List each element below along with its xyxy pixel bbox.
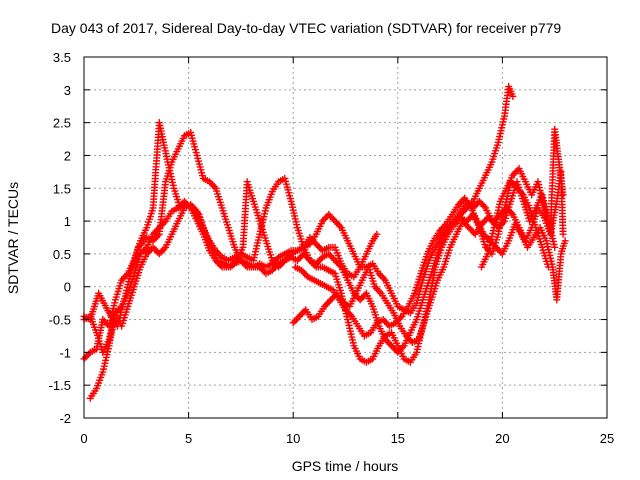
x-tick-label: 25 <box>600 431 614 446</box>
data-point <box>373 230 381 238</box>
y-tick-label: -0.5 <box>49 313 71 328</box>
x-tick-label: 15 <box>391 431 405 446</box>
series-track-E <box>289 168 567 347</box>
data-points <box>80 83 569 402</box>
chart-title: Day 043 of 2017, Sidereal Day-to-day VTE… <box>51 20 561 36</box>
x-tick-label: 5 <box>185 431 192 446</box>
y-tick-label: -1 <box>59 345 71 360</box>
x-tick-label: 10 <box>286 431 300 446</box>
y-axis-label: SDTVAR / TECUs <box>5 182 21 294</box>
data-point <box>509 92 517 100</box>
plot-frame <box>83 56 608 419</box>
y-axis-ticks: -2 -1.5 -1 -0.5 0 0.5 1 1.5 2 2.5 3 3.5 <box>49 50 607 426</box>
data-point <box>551 243 559 251</box>
y-tick-label: 1 <box>64 214 71 229</box>
series-track-F <box>291 194 569 340</box>
y-tick-label: 3 <box>64 83 71 98</box>
y-tick-label: 0.5 <box>53 247 71 262</box>
y-tick-label: -1.5 <box>49 378 71 393</box>
y-tick-label: 0 <box>64 280 71 295</box>
y-tick-label: 2.5 <box>53 116 71 131</box>
y-tick-label: 3.5 <box>53 50 71 65</box>
y-tick-label: -2 <box>59 411 71 426</box>
series-track-D <box>86 178 559 402</box>
series-track-G <box>477 125 567 271</box>
data-point <box>559 230 567 238</box>
x-axis-ticks: 0 5 10 15 20 25 <box>80 57 614 446</box>
x-axis-label: GPS time / hours <box>292 458 399 474</box>
data-point <box>559 191 567 199</box>
x-tick-label: 0 <box>80 431 87 446</box>
data-point <box>561 237 569 245</box>
y-tick-label: 2 <box>64 148 71 163</box>
y-tick-label: 1.5 <box>53 181 71 196</box>
x-tick-label: 20 <box>495 431 509 446</box>
